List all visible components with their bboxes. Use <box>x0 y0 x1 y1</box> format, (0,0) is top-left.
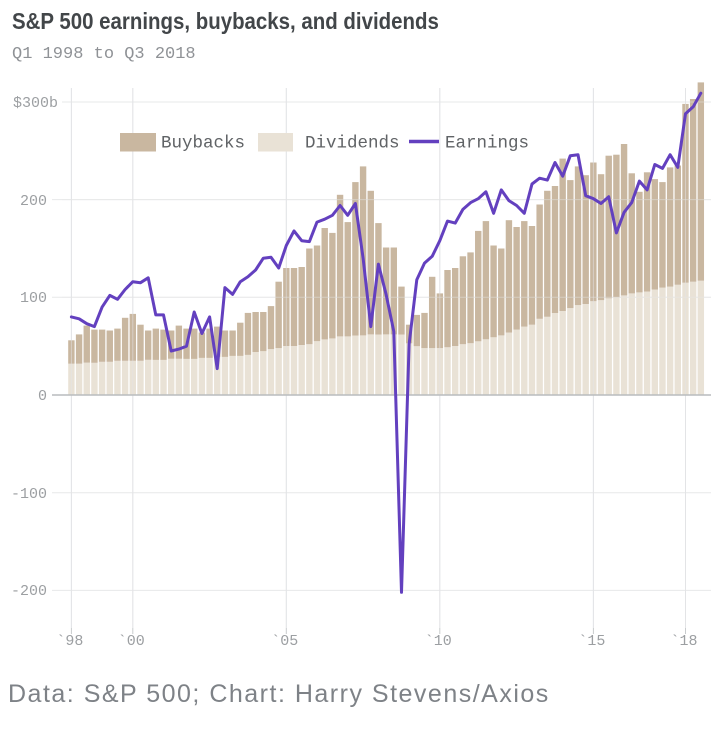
svg-text:$300b: $300b <box>13 95 58 112</box>
svg-text:`10: `10 <box>425 633 452 650</box>
svg-text:`98: `98 <box>56 633 83 650</box>
svg-text:0: 0 <box>38 388 47 405</box>
svg-text:`15: `15 <box>578 633 605 650</box>
svg-text:-200: -200 <box>11 583 47 600</box>
svg-text:`18: `18 <box>670 633 697 650</box>
svg-text:Buybacks: Buybacks <box>161 134 245 154</box>
svg-text:Earnings: Earnings <box>445 134 529 154</box>
svg-text:200: 200 <box>20 193 47 210</box>
svg-text:`05: `05 <box>271 633 298 650</box>
svg-text:100: 100 <box>20 290 47 307</box>
svg-text:`00: `00 <box>118 633 145 650</box>
svg-text:Dividends: Dividends <box>305 134 400 154</box>
svg-text:-100: -100 <box>11 486 47 503</box>
